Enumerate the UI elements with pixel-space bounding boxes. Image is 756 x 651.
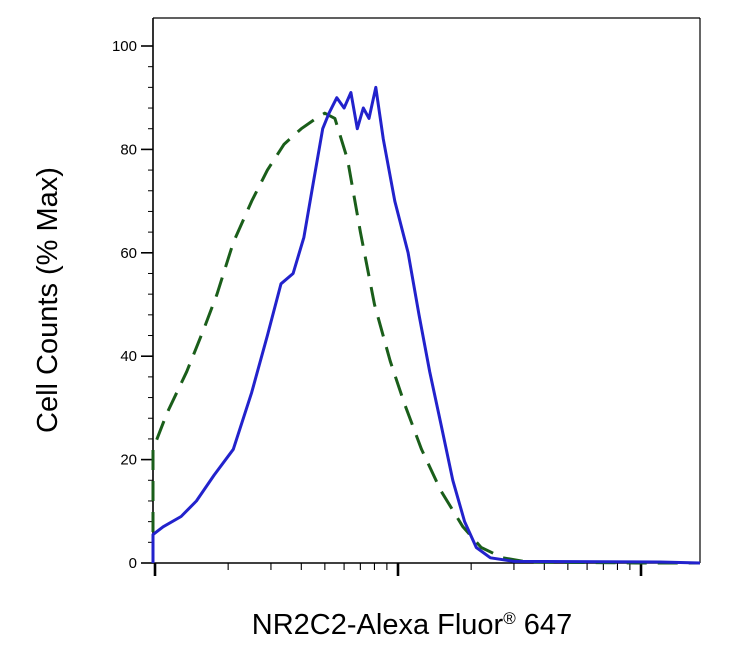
x-axis-title-main: NR2C2-Alexa Fluor (252, 609, 504, 641)
x-axis-ticks (153, 563, 643, 576)
y-tick-label: 60 (120, 245, 137, 262)
x-axis-title: NR2C2-Alexa Fluor® 647 (252, 609, 572, 641)
y-axis-title: Cell Counts (% Max) (32, 167, 64, 433)
x-axis-title-suffix: 647 (516, 609, 572, 641)
y-tick-label: 40 (120, 348, 137, 365)
series-line-dashed (151, 111, 700, 565)
y-axis-ticks: 0 20 40 60 80 100 (112, 38, 153, 572)
y-tick-label: 20 (120, 452, 137, 469)
x-axis-title-superscript: ® (503, 609, 516, 628)
y-tick-label: 100 (112, 38, 137, 55)
series-line-solid (151, 85, 701, 565)
plot-frame (152, 17, 701, 564)
y-tick-label: 80 (120, 141, 137, 158)
series-layer (151, 85, 701, 565)
y-tick-label: 0 (129, 555, 137, 572)
